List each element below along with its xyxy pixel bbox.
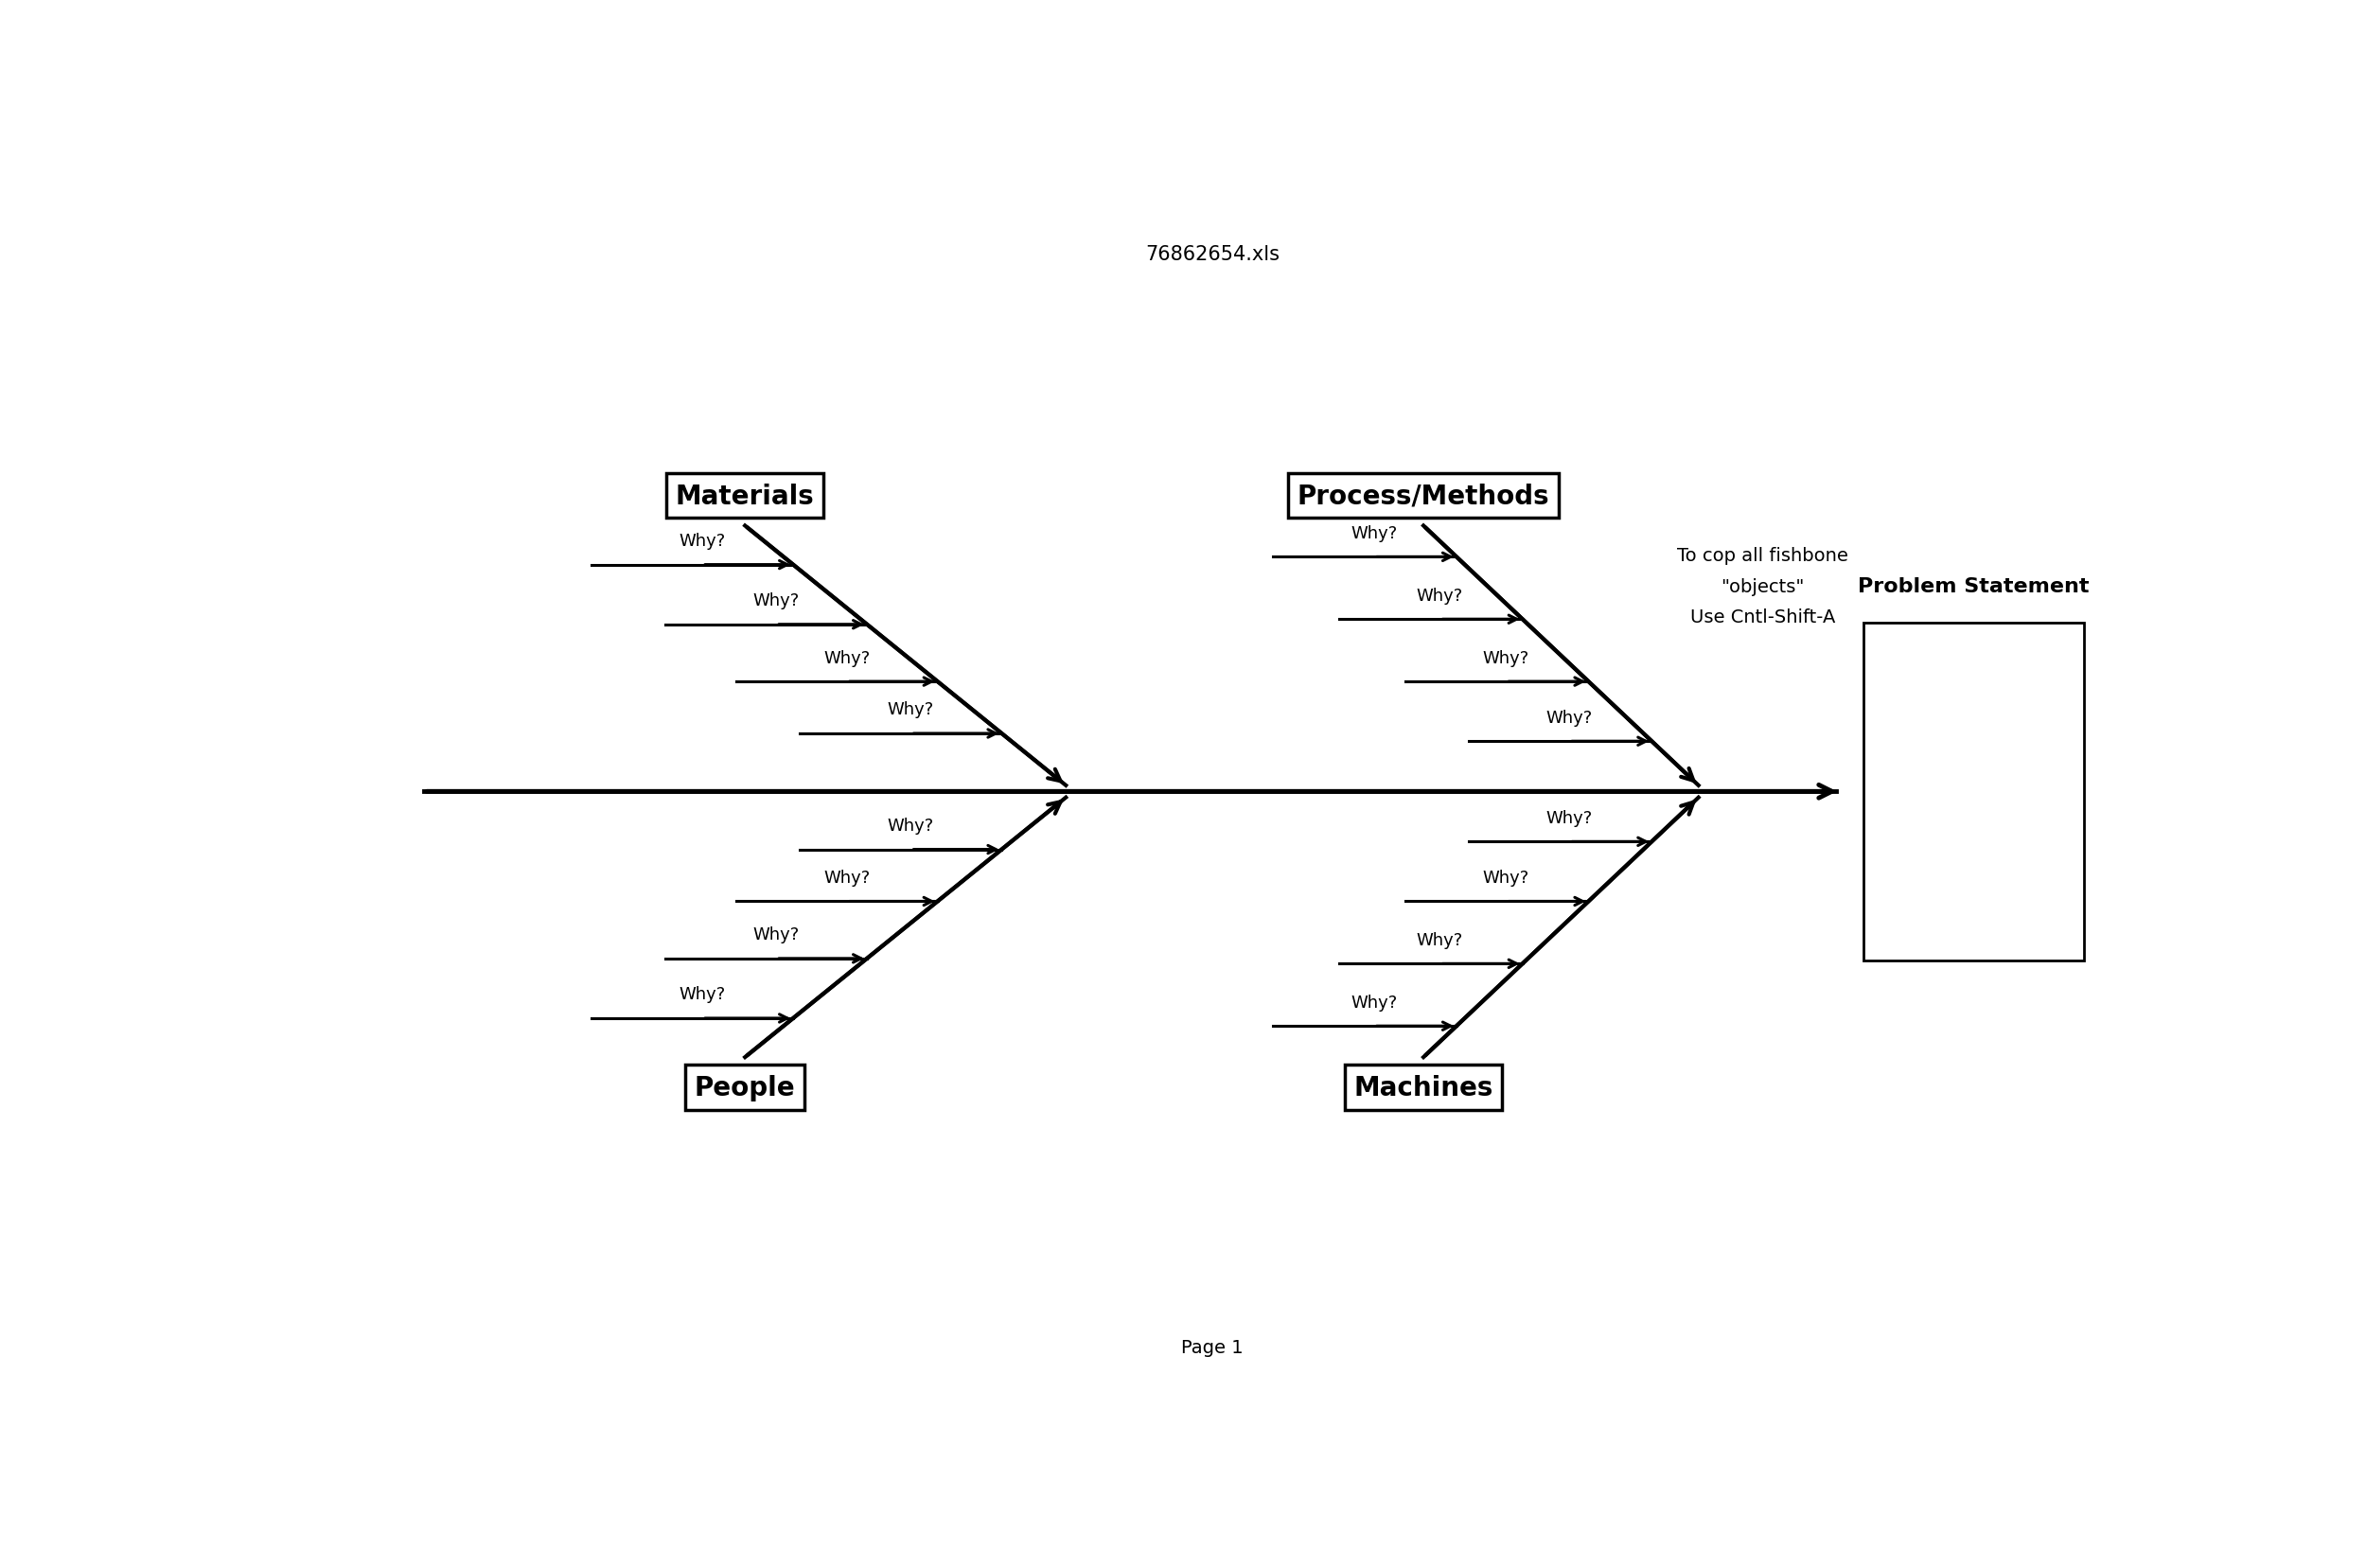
Text: Machines: Machines	[1353, 1074, 1493, 1101]
Text: Why?: Why?	[887, 817, 935, 834]
Text: To cop all fishbone
"objects"
Use Cntl-Shift-A: To cop all fishbone "objects" Use Cntl-S…	[1677, 547, 1848, 626]
Text: Why?: Why?	[752, 927, 800, 942]
Text: Why?: Why?	[1351, 525, 1398, 541]
Text: People: People	[696, 1074, 795, 1101]
Text: Why?: Why?	[1351, 994, 1398, 1011]
Text: Why?: Why?	[1417, 586, 1462, 604]
Text: Process/Methods: Process/Methods	[1297, 483, 1550, 510]
Text: Why?: Why?	[887, 701, 935, 718]
Text: Why?: Why?	[823, 649, 871, 666]
Text: Materials: Materials	[677, 483, 814, 510]
Text: Why?: Why?	[1545, 809, 1592, 826]
Text: Page 1: Page 1	[1181, 1338, 1245, 1356]
Bar	[1864, 622, 2084, 961]
Text: Why?: Why?	[679, 533, 726, 549]
Text: Problem Statement: Problem Statement	[1857, 577, 2089, 596]
Text: Why?: Why?	[823, 869, 871, 886]
Text: Why?: Why?	[679, 986, 726, 1004]
Text: Why?: Why?	[1545, 709, 1592, 726]
Text: Why?: Why?	[1483, 869, 1528, 886]
Text: Why?: Why?	[752, 593, 800, 608]
Text: 76862654.xls: 76862654.xls	[1145, 245, 1280, 263]
Text: Why?: Why?	[1483, 649, 1528, 666]
Text: Why?: Why?	[1417, 931, 1462, 949]
